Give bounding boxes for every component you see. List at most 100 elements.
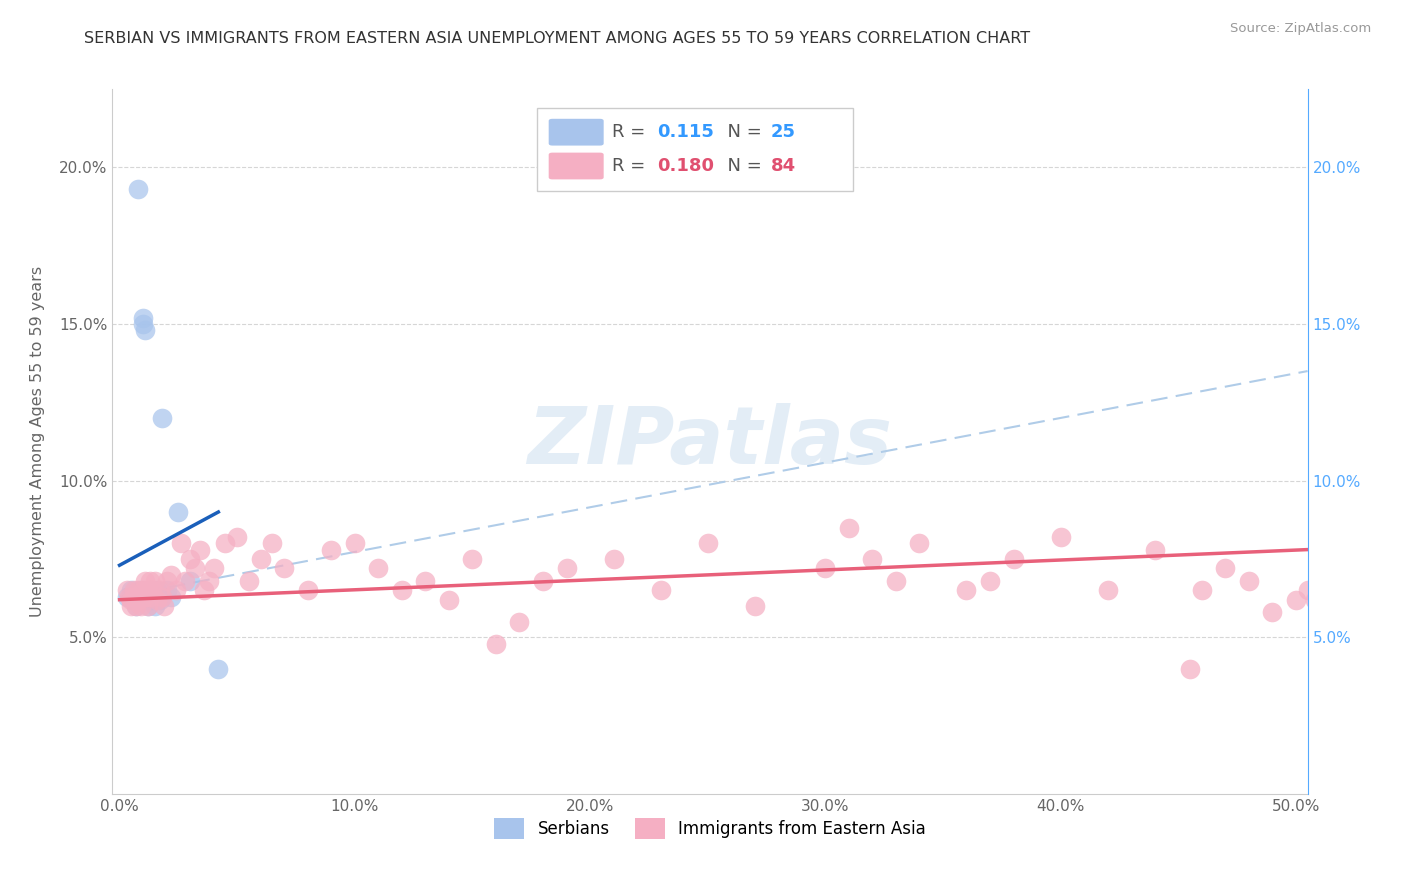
Point xyxy=(134,574,156,588)
Point xyxy=(141,592,163,607)
Point xyxy=(1178,662,1201,676)
Point xyxy=(127,583,149,598)
Point xyxy=(188,542,211,557)
Point xyxy=(602,552,624,566)
Point xyxy=(262,536,284,550)
Point xyxy=(125,599,148,613)
Point xyxy=(321,542,343,557)
Point xyxy=(122,592,145,607)
Point xyxy=(437,592,460,607)
Text: ZIPatlas: ZIPatlas xyxy=(527,402,893,481)
FancyBboxPatch shape xyxy=(548,119,603,145)
Text: 84: 84 xyxy=(770,157,796,175)
Point xyxy=(1143,542,1166,557)
Point xyxy=(132,317,155,331)
Point xyxy=(1303,592,1326,607)
Point xyxy=(120,583,142,598)
Point xyxy=(153,599,176,613)
Point xyxy=(884,574,907,588)
Point xyxy=(148,583,170,598)
Text: N =: N = xyxy=(716,123,768,141)
Point xyxy=(122,590,145,604)
Point xyxy=(139,590,162,604)
Point xyxy=(1343,583,1365,598)
Point xyxy=(129,599,152,613)
Point xyxy=(155,583,177,598)
Point xyxy=(1339,542,1361,557)
Point xyxy=(146,592,169,607)
Point xyxy=(226,530,249,544)
Point xyxy=(184,561,207,575)
Point xyxy=(148,592,170,607)
Point xyxy=(155,574,177,588)
Point xyxy=(531,574,554,588)
Point xyxy=(908,536,931,550)
Point xyxy=(343,536,366,550)
Point xyxy=(979,574,1001,588)
Point xyxy=(167,505,190,519)
Text: SERBIAN VS IMMIGRANTS FROM EASTERN ASIA UNEMPLOYMENT AMONG AGES 55 TO 59 YEARS C: SERBIAN VS IMMIGRANTS FROM EASTERN ASIA … xyxy=(84,31,1031,46)
Point xyxy=(1296,583,1319,598)
Point xyxy=(1237,574,1260,588)
Point xyxy=(139,583,162,598)
Point xyxy=(367,561,389,575)
Point xyxy=(115,583,138,598)
Point xyxy=(150,411,173,425)
Point xyxy=(179,574,201,588)
Text: N =: N = xyxy=(716,157,768,175)
Point xyxy=(814,561,837,575)
Text: 0.180: 0.180 xyxy=(658,157,714,175)
Point xyxy=(129,583,152,598)
Point xyxy=(150,590,173,604)
Point xyxy=(170,536,193,550)
Point xyxy=(696,536,718,550)
Text: Source: ZipAtlas.com: Source: ZipAtlas.com xyxy=(1230,22,1371,36)
Point xyxy=(132,310,155,325)
Point xyxy=(485,636,508,650)
Point xyxy=(1367,339,1389,353)
Text: 25: 25 xyxy=(770,123,796,141)
Point xyxy=(139,574,162,588)
Point xyxy=(143,599,166,613)
Point xyxy=(125,599,148,613)
Point xyxy=(132,590,155,604)
Point xyxy=(1097,583,1119,598)
Point xyxy=(115,590,138,604)
Point xyxy=(1331,592,1354,607)
Point xyxy=(1191,583,1213,598)
Point xyxy=(134,590,156,604)
Point xyxy=(122,583,145,598)
Point xyxy=(297,583,319,598)
Point xyxy=(744,599,766,613)
Point xyxy=(1049,530,1071,544)
Point xyxy=(174,574,197,588)
Point xyxy=(132,583,155,598)
Point xyxy=(838,521,860,535)
Point xyxy=(1213,561,1236,575)
Point xyxy=(1308,561,1330,575)
Point xyxy=(207,662,229,676)
Point xyxy=(273,561,295,575)
Point xyxy=(415,574,437,588)
Point xyxy=(160,567,183,582)
Point xyxy=(214,536,236,550)
Point xyxy=(1261,605,1284,619)
Text: R =: R = xyxy=(612,157,651,175)
Point xyxy=(198,574,221,588)
Point xyxy=(141,583,163,598)
Point xyxy=(136,592,159,607)
Point xyxy=(779,145,801,159)
FancyBboxPatch shape xyxy=(548,153,603,179)
Y-axis label: Unemployment Among Ages 55 to 59 years: Unemployment Among Ages 55 to 59 years xyxy=(31,266,45,617)
Point xyxy=(1355,677,1378,691)
Point xyxy=(508,615,530,629)
Point xyxy=(193,583,215,598)
FancyBboxPatch shape xyxy=(537,108,853,192)
Point xyxy=(143,590,166,604)
Point xyxy=(179,552,201,566)
Point xyxy=(1285,592,1308,607)
Point xyxy=(461,552,484,566)
Point xyxy=(160,590,183,604)
Legend: Serbians, Immigrants from Eastern Asia: Serbians, Immigrants from Eastern Asia xyxy=(488,812,932,846)
Point xyxy=(955,583,977,598)
